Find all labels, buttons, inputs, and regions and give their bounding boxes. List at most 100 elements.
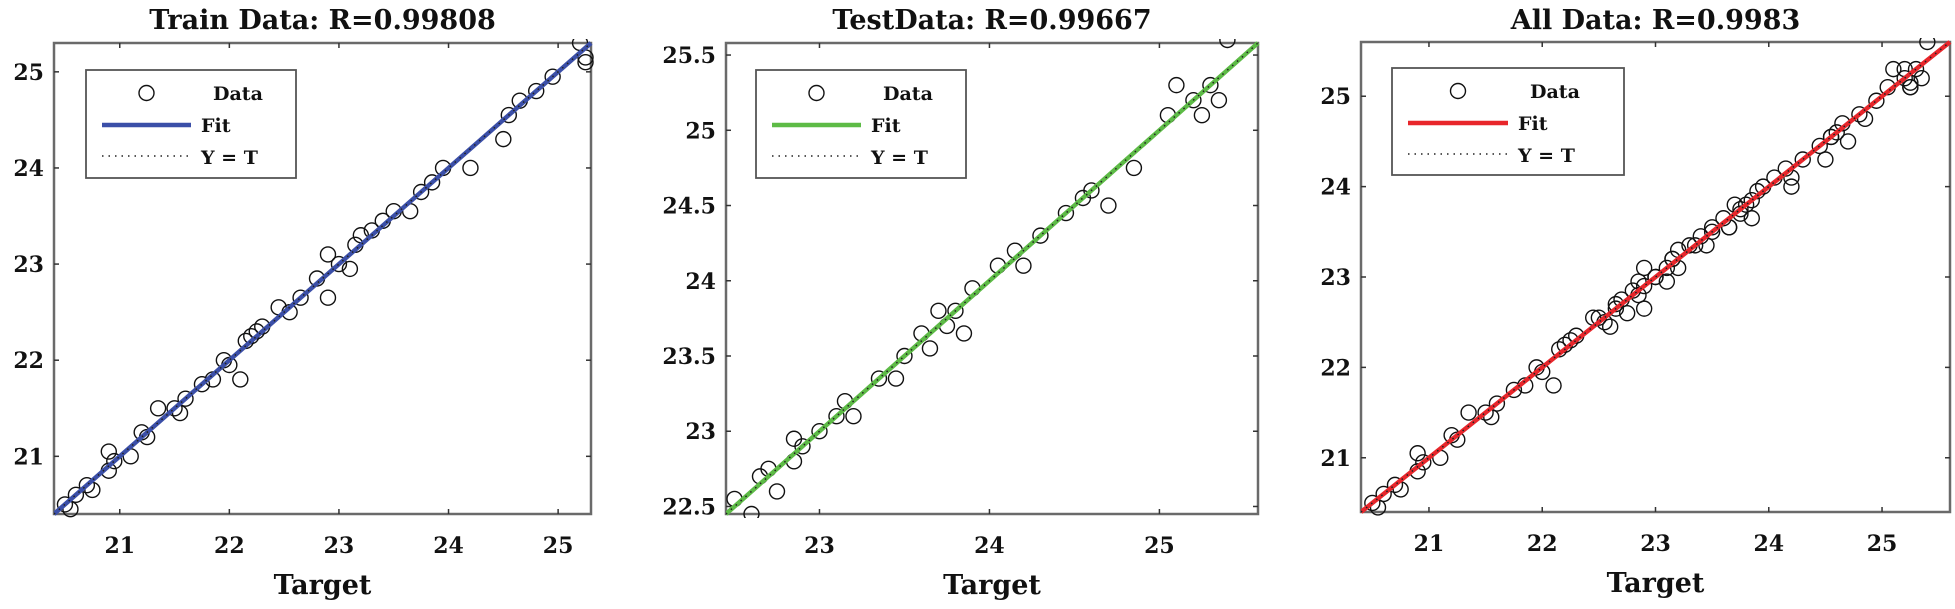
y-tick-label: 22	[13, 348, 44, 374]
legend-data-marker	[1449, 82, 1467, 100]
data-point	[67, 486, 85, 503]
fit-line	[1361, 40, 1952, 514]
data-point	[1015, 257, 1032, 274]
data-point	[1083, 182, 1100, 199]
data-point	[1783, 178, 1800, 195]
y-tick-label: 21	[1320, 446, 1351, 472]
x-tick-label: 24	[974, 533, 1005, 559]
legend-data-marker	[138, 84, 155, 102]
data-point	[1907, 60, 1925, 78]
data-point	[887, 370, 905, 387]
legend-identity-label: Y = T	[200, 147, 258, 169]
data-point	[1364, 494, 1381, 512]
data-point	[1477, 404, 1494, 421]
y-tick-label: 22.5	[662, 494, 716, 520]
test-legend: Data Fit Y = T	[755, 69, 967, 179]
data-point	[1868, 92, 1885, 109]
data-point	[1635, 259, 1653, 277]
legend-identity-label: Y = T	[870, 147, 928, 169]
data-point	[1896, 69, 1913, 87]
test-plot-area	[726, 39, 1260, 518]
data-point	[462, 159, 479, 177]
y-tick-label: 23.5	[662, 344, 716, 370]
legend-fit-label: Fit	[871, 115, 901, 137]
x-tick-label: 21	[1414, 531, 1445, 557]
x-tick-label: 23	[804, 533, 835, 559]
all-panel: All Data: R=0.9983 21 22 23 24 25 21 22 23 24 25 Ta…	[1320, 5, 1952, 599]
x-tick-label: 25	[1144, 533, 1175, 559]
data-point	[768, 483, 786, 500]
all-plot-area	[1361, 38, 1952, 516]
y-tick-label: 24	[1320, 175, 1351, 201]
data-point	[56, 496, 74, 513]
data-point	[412, 183, 430, 201]
y-tick-label: 24	[685, 269, 716, 295]
data-point	[1415, 454, 1432, 471]
data-point	[1811, 137, 1828, 155]
x-tick-label: 24	[1753, 531, 1784, 557]
y-tick-label: 25	[13, 60, 44, 86]
data-point	[930, 302, 947, 320]
x-tick-label: 24	[433, 533, 464, 559]
all-legend: Data Fit Y = T	[1391, 67, 1625, 176]
y-tick-label: 22	[1320, 355, 1351, 381]
all-title: All Data: R=0.9983	[1510, 5, 1801, 36]
y-tick-label: 25	[1320, 84, 1351, 110]
data-point	[1607, 300, 1625, 317]
data-point	[1828, 124, 1845, 141]
y-tick-label: 25	[685, 118, 716, 144]
data-point	[1913, 69, 1930, 87]
data-point	[1505, 381, 1523, 399]
data-point	[500, 106, 518, 124]
data-point	[1219, 39, 1236, 49]
x-tick-label: 22	[1527, 531, 1558, 557]
data-point	[1822, 128, 1840, 146]
data-point	[1375, 485, 1392, 503]
train-xlabel: Target	[274, 570, 372, 601]
data-point	[1743, 191, 1760, 209]
y-tick-label: 25.5	[662, 43, 716, 69]
y-tick-label: 24	[13, 156, 44, 182]
legend-data-marker	[808, 84, 825, 102]
data-point	[1817, 151, 1834, 168]
x-tick-label: 25	[1867, 531, 1898, 557]
data-point	[811, 423, 828, 440]
train-panel: Train Data: R=0.99808 21 22 23 24 25 21 22 23 24 2…	[13, 5, 594, 601]
data-point	[232, 371, 249, 388]
data-point	[1794, 151, 1811, 168]
train-plot-area	[54, 39, 594, 518]
data-point	[1601, 318, 1619, 335]
data-point	[149, 400, 167, 417]
data-point	[794, 438, 811, 455]
data-point	[193, 376, 211, 393]
data-point	[743, 505, 760, 518]
data-point	[828, 407, 845, 425]
test-panel: TestData: R=0.99667 23 24 25 22.5 23 23.5 24 24.…	[662, 5, 1260, 601]
data-point	[319, 289, 337, 306]
data-point	[1488, 395, 1506, 412]
test-title: TestData: R=0.99667	[832, 5, 1151, 36]
data-point	[577, 54, 594, 71]
legend-data-label: Data	[883, 83, 933, 105]
data-point	[78, 476, 96, 494]
data-point	[921, 340, 939, 357]
legend-fit-label: Fit	[1518, 113, 1548, 135]
y-tick-label: 23	[13, 252, 44, 278]
data-point	[955, 325, 973, 342]
data-point	[896, 347, 913, 365]
data-point	[1839, 133, 1857, 150]
data-point	[1737, 196, 1755, 213]
y-tick-label: 24.5	[662, 194, 716, 220]
data-point	[845, 407, 862, 425]
data-point	[292, 289, 309, 306]
data-point	[1658, 273, 1676, 290]
data-point	[1686, 237, 1704, 254]
data-point	[1658, 259, 1676, 277]
legend-data-label: Data	[1530, 81, 1580, 103]
data-point	[1902, 78, 1919, 96]
data-point	[1202, 76, 1219, 94]
data-point	[1185, 91, 1202, 109]
train-legend: Data Fit Y = T	[85, 69, 297, 179]
x-tick-label: 25	[543, 533, 574, 559]
